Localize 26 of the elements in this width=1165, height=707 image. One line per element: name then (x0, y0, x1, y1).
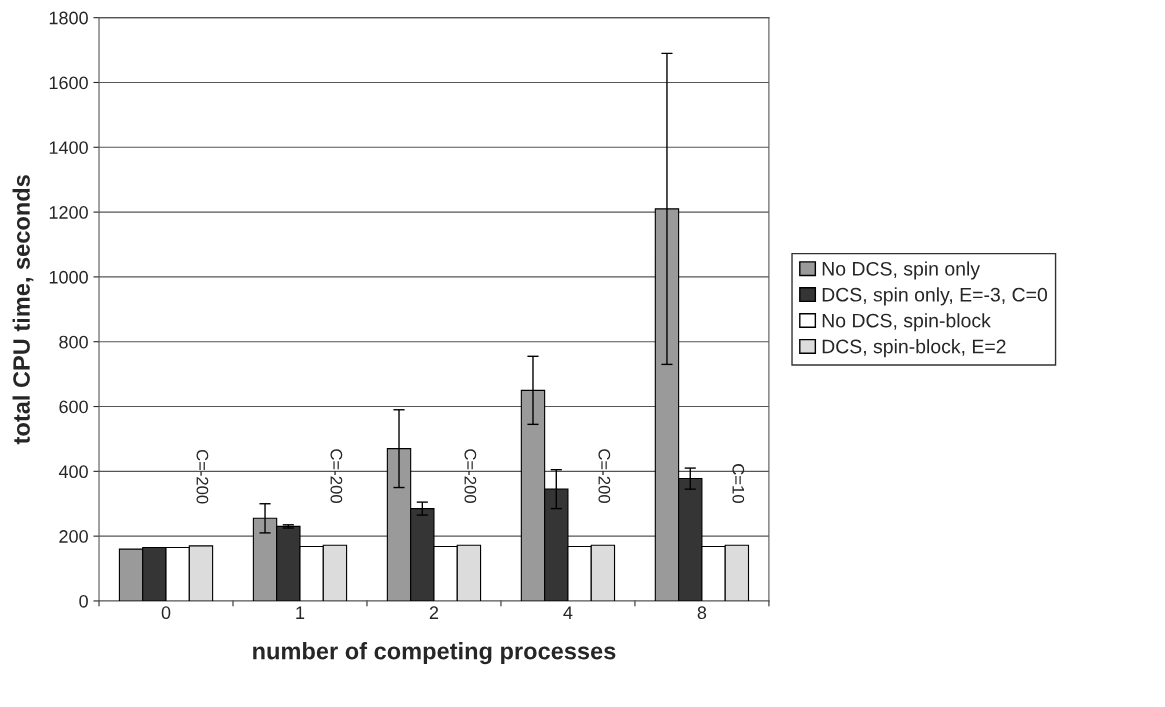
x-tick-label: 1 (296, 606, 305, 619)
annotation: C=-200 (598, 449, 611, 503)
y-axis-title: total CPU time, seconds (12, 175, 34, 445)
annotation: C=-200 (464, 449, 477, 503)
y-tick-label: 1800 (49, 11, 88, 25)
legend-label: No DCS, spin-block (822, 313, 991, 332)
x-tick-label: 8 (697, 606, 707, 620)
y-tick-label: 1400 (49, 141, 88, 155)
legend-label: DCS, spin-block, E=2 (822, 339, 1006, 358)
annotation: C=-200 (196, 449, 209, 504)
y-tick-label: 600 (59, 400, 88, 414)
y-tick-label: 400 (58, 465, 88, 479)
annotation: C=-200 (330, 449, 343, 503)
y-tick-label: 1600 (49, 76, 88, 90)
y-tick-label: 1200 (49, 206, 88, 219)
legend-label: No DCS, spin only (822, 261, 981, 280)
legend-label: DCS, spin only, E=-3, C=0 (822, 287, 1048, 306)
y-tick-label: 0 (79, 594, 88, 608)
x-tick-label: 0 (161, 606, 171, 620)
y-tick-label: 1000 (49, 270, 88, 284)
x-tick-label: 2 (429, 606, 439, 619)
y-tick-label: 200 (59, 530, 88, 543)
y-tick-label: 800 (59, 335, 88, 349)
x-axis-title: number of competing processes (253, 642, 616, 665)
annotation: C=10 (732, 464, 745, 503)
x-tick-label: 4 (563, 606, 573, 619)
